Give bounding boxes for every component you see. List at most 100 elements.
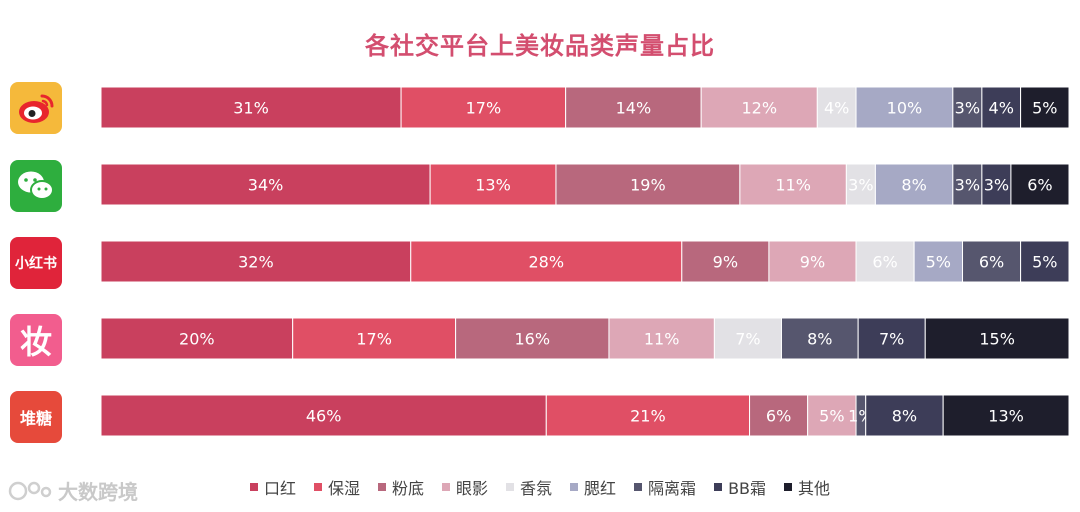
duitang-icon: 堆糖 (10, 391, 62, 443)
legend-label: 隔离霜 (648, 479, 697, 498)
data-label: 7% (735, 330, 760, 349)
data-label: 8% (892, 407, 917, 426)
data-label: 5% (1032, 99, 1057, 118)
data-label: 46% (306, 407, 342, 426)
legend-item: 保湿 (313, 475, 360, 499)
bar-segment (565, 86, 702, 129)
duitang-icon-label: 堆糖 (19, 409, 52, 428)
bar-segment (555, 163, 741, 206)
data-label: 6% (766, 407, 791, 426)
data-label: 5% (819, 407, 844, 426)
data-label: 8% (901, 176, 926, 195)
legend-item: 香氛 (506, 475, 552, 499)
weibo-icon (10, 82, 62, 134)
data-label: 28% (528, 253, 564, 272)
data-label: 9% (800, 253, 825, 272)
data-label: 5% (1032, 253, 1057, 272)
legend-item: 腮红 (570, 475, 616, 499)
data-label: 6% (872, 253, 897, 272)
data-label: 6% (979, 253, 1004, 272)
bar-segment (962, 240, 1022, 283)
legend-swatch (377, 483, 386, 491)
legend-item: 隔离霜 (634, 475, 696, 499)
legend-item: 口红 (249, 475, 296, 499)
bar-segment (100, 394, 547, 437)
data-label: 34% (248, 176, 284, 195)
chart-title: 各社交平台上美妆品类声量占比 (365, 32, 715, 60)
legend-item: BB霜 (714, 475, 766, 499)
data-label: 4% (824, 99, 849, 118)
data-label: 17% (356, 330, 392, 349)
data-label: 19% (630, 176, 666, 195)
data-label: 5% (926, 253, 951, 272)
bar-segment (1010, 163, 1070, 206)
bar-segment (681, 240, 770, 283)
bar-segment (981, 163, 1012, 206)
data-label: 11% (775, 176, 811, 195)
bar-segment (400, 86, 567, 129)
data-label: 10% (887, 99, 923, 118)
bar-segment (855, 240, 915, 283)
bar-segment (874, 163, 954, 206)
bar-segment (100, 240, 412, 283)
bar-row-3: 32% 28% 9% 9% 6% 5% 6% 5% (100, 240, 1070, 283)
legend-label: 粉底 (391, 479, 424, 498)
data-label: 14% (616, 99, 652, 118)
chart-legend: 口红 保湿 粉底 眼影 香氛 腮红 隔离霜 BB霜 其他 (0, 474, 1080, 500)
bar-segment (455, 317, 610, 360)
legend-swatch (506, 483, 515, 491)
bar-segment (807, 394, 857, 437)
data-label: 3% (848, 176, 873, 195)
data-label: 21% (630, 407, 666, 426)
legend-label: 保湿 (327, 479, 360, 498)
bar-segment (700, 86, 818, 129)
bar-segment (913, 240, 964, 283)
legend-label: 其他 (798, 479, 831, 498)
legend-label: 香氛 (520, 479, 553, 498)
bar-segment (857, 317, 926, 360)
watermark-logo-icon (8, 481, 52, 500)
bar-segment (924, 317, 1070, 360)
xiaohongshu-icon-label: 小红书 (15, 256, 57, 272)
bar-segment (749, 394, 809, 437)
bar-segment (100, 86, 402, 129)
legend-swatch (714, 483, 723, 491)
data-label: 12% (741, 99, 777, 118)
legend-item: 眼影 (442, 475, 488, 499)
legend-swatch (634, 483, 643, 491)
bar-segment (855, 86, 954, 129)
legend-label: 眼影 (456, 479, 489, 498)
bar-row-1: 31% 17% 14% 12% 4% 10% 3% 4% 5% (100, 86, 1070, 129)
bar-segment (816, 86, 857, 129)
bar-segment (713, 317, 782, 360)
data-label: 3% (955, 176, 980, 195)
data-label: 6% (1027, 176, 1052, 195)
data-label: 8% (807, 330, 832, 349)
data-label: 15% (979, 330, 1015, 349)
xiaohongshu-icon: 小红书 (10, 237, 62, 289)
legend-label: 口红 (263, 479, 296, 498)
bar-segment (981, 86, 1022, 129)
data-label: 31% (233, 99, 269, 118)
legend-swatch (570, 483, 579, 491)
bar-segment (410, 240, 683, 283)
data-label: 3% (984, 176, 1009, 195)
bar-segment (952, 163, 983, 206)
bar-segment (545, 394, 751, 437)
bar-row-4: 20% 17% 16% 11% 7% 8% 7% 15% (100, 317, 1070, 360)
data-label: 16% (515, 330, 551, 349)
bar-segment (739, 163, 847, 206)
bar-segment (1020, 240, 1070, 283)
data-label: 13% (475, 176, 511, 195)
legend-swatch (784, 483, 793, 491)
bar-segment (845, 163, 876, 206)
zhuang-icon: 妆 (10, 314, 62, 366)
bar-segment (942, 394, 1070, 437)
legend-swatch (313, 483, 322, 491)
bar-row-5: 46% 21% 6% 5% 1% 8% 13% (100, 394, 1070, 437)
bar-segment (608, 317, 715, 360)
legend-swatch (442, 483, 450, 491)
data-label: 9% (713, 253, 738, 272)
bar-row-2: 34% 13% 19% 11% 3% 8% 3% 3% 6% (100, 163, 1070, 206)
bar-segment (1020, 86, 1070, 129)
